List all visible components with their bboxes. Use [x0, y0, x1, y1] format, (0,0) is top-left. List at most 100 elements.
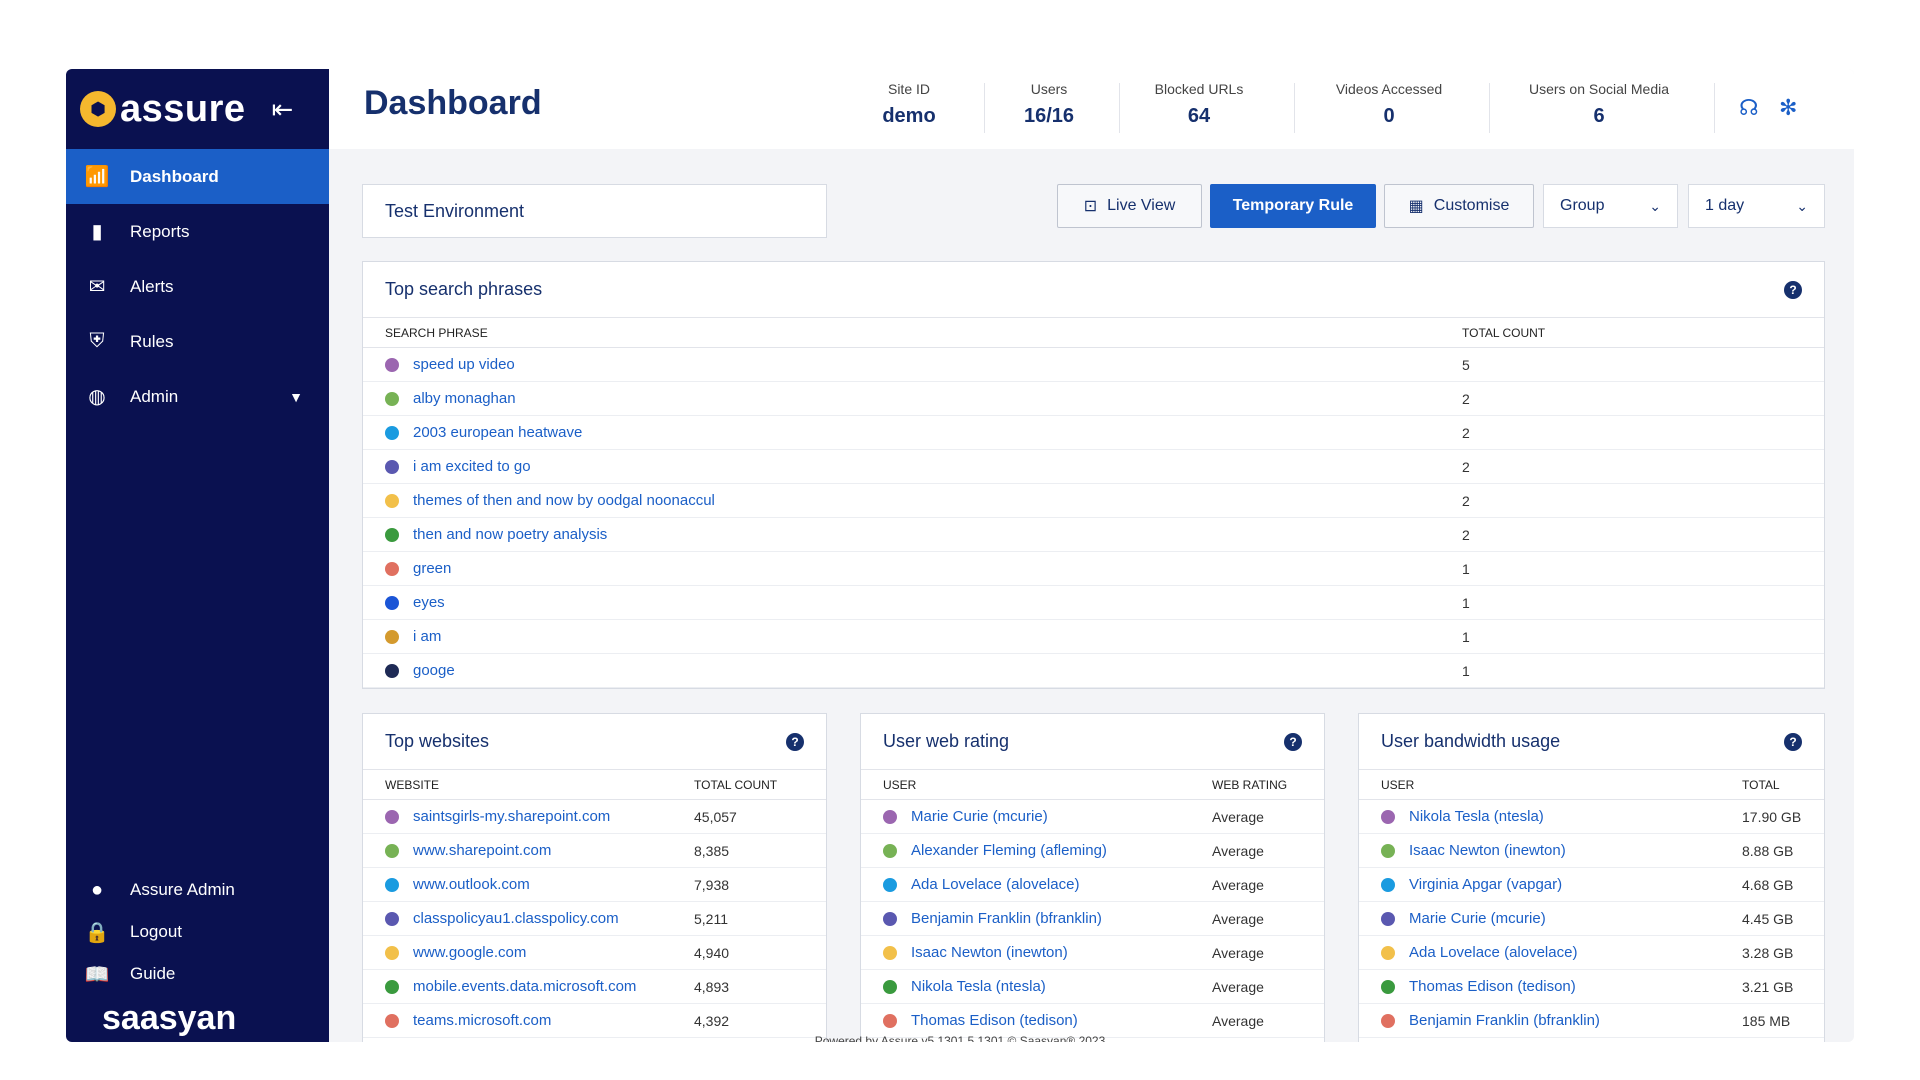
table-header: USER WEB RATING: [861, 770, 1324, 800]
row-link[interactable]: Ada Lovelace (alovelace): [911, 876, 1080, 893]
row-link[interactable]: www.sharepoint.com: [413, 842, 552, 859]
table-row: Marie Curie (mcurie) Average: [861, 800, 1324, 834]
row-link[interactable]: speed up video: [413, 356, 515, 373]
live-view-button[interactable]: ⊡ Live View: [1057, 184, 1202, 228]
help-icon[interactable]: ?: [1284, 732, 1302, 751]
row-link[interactable]: eyes: [413, 594, 445, 611]
divider: [1119, 83, 1120, 133]
help-icon[interactable]: ?: [1784, 280, 1802, 299]
color-dot: [385, 843, 399, 858]
row-link[interactable]: mobile.events.data.microsoft.com: [413, 978, 637, 995]
color-dot: [385, 595, 399, 610]
customise-button[interactable]: ▦ Customise: [1384, 184, 1534, 228]
table-row: www.sharepoint.com 8,385: [363, 834, 826, 868]
table-row: classpolicyau1.classpolicy.com 5,211: [363, 902, 826, 936]
row-link[interactable]: saintsgirls-my.sharepoint.com: [413, 808, 611, 825]
nav-item-guide[interactable]: 📖 Guide: [66, 953, 329, 995]
help-icon[interactable]: ?: [1784, 732, 1802, 751]
nav-item-rules[interactable]: ⛨ Rules: [66, 314, 329, 369]
row-value: 185 MB: [1742, 1012, 1791, 1029]
nav-item-alerts[interactable]: ✉ Alerts: [66, 259, 329, 314]
row-link[interactable]: i am excited to go: [413, 458, 531, 475]
collapse-sidebar-icon[interactable]: ⇤: [271, 93, 294, 124]
row-link[interactable]: green: [413, 560, 452, 577]
color-dot: [1381, 877, 1395, 892]
help-icon[interactable]: ?: [786, 732, 804, 751]
nav-label: Rules: [130, 331, 174, 351]
customise-icon: ▦: [1408, 198, 1424, 215]
table-row: Isaac Newton (inewton) 8.88 GB: [1359, 834, 1824, 868]
nav-item-logout[interactable]: 🔒 Logout: [66, 911, 329, 953]
row-link[interactable]: alby monaghan: [413, 390, 516, 407]
temporary-rule-button[interactable]: Temporary Rule: [1210, 184, 1376, 228]
table-row: teams.microsoft.com 4,392: [363, 1004, 826, 1038]
panel-title-text: Top websites: [385, 731, 490, 751]
divider: [1294, 83, 1295, 133]
row-link[interactable]: i am: [413, 628, 442, 645]
stat-value: 0: [1383, 105, 1395, 127]
row-link[interactable]: teams.microsoft.com: [413, 1012, 552, 1029]
row-link[interactable]: Marie Curie (mcurie): [911, 808, 1048, 825]
row-value: Average: [1212, 876, 1264, 893]
row-link[interactable]: www.outlook.com: [413, 876, 530, 893]
row-value: Average: [1212, 808, 1264, 825]
top-websites-panel: Top websites ? WEBSITE TOTAL COUNT saint…: [362, 713, 827, 1042]
chevron-down-icon: ⌄: [1796, 197, 1808, 214]
top-search-phrases-panel: Top search phrases ? SEARCH PHRASE TOTAL…: [362, 261, 1825, 689]
stat-videos-accessed: Videos Accessed 0: [1309, 81, 1469, 128]
row-link[interactable]: Nikola Tesla (ntesla): [1409, 808, 1544, 825]
sidebar: ⬢ assure ⇤ 📶 Dashboard ▮ Reports ✉ Alert…: [66, 69, 329, 1042]
support-headset-icon[interactable]: ☊: [1739, 95, 1759, 120]
row-link[interactable]: Ada Lovelace (alovelace): [1409, 944, 1578, 961]
user-web-rating-panel: User web rating ? USER WEB RATING Marie …: [860, 713, 1325, 1042]
table-row: Thomas Edison (tedison) Average: [861, 1004, 1324, 1038]
row-link[interactable]: classpolicyau1.classpolicy.com: [413, 910, 619, 927]
row-value: Average: [1212, 978, 1264, 995]
row-link[interactable]: Marie Curie (mcurie): [1409, 910, 1546, 927]
nav-item-admin[interactable]: ◍ Admin ▼: [66, 369, 329, 424]
row-link[interactable]: Isaac Newton (inewton): [911, 944, 1068, 961]
nav-label: Guide: [130, 964, 176, 983]
nav-item-dashboard[interactable]: 📶 Dashboard: [66, 149, 329, 204]
color-dot: [1381, 945, 1395, 960]
panel-title: Top websites ?: [363, 714, 826, 770]
row-link[interactable]: Alexander Fleming (afleming): [911, 842, 1107, 859]
row-link[interactable]: 2003 european heatwave: [413, 424, 583, 441]
row-value: 1: [1462, 662, 1470, 679]
globe-icon: ◍: [88, 386, 106, 408]
row-link[interactable]: Thomas Edison (tedison): [1409, 978, 1576, 995]
panel-title-text: Top search phrases: [385, 279, 543, 299]
row-link[interactable]: themes of then and now by oodgal noonacc…: [413, 492, 715, 509]
color-dot: [385, 663, 399, 678]
chevron-down-icon: ⌄: [1649, 197, 1661, 214]
color-dot: [1381, 979, 1395, 994]
divider: [984, 83, 985, 133]
column-header-b: WEB RATING: [1212, 777, 1288, 792]
nav-item-reports[interactable]: ▮ Reports: [66, 204, 329, 259]
bug-report-icon[interactable]: ✻: [1779, 95, 1798, 120]
row-link[interactable]: Benjamin Franklin (bfranklin): [1409, 1012, 1600, 1029]
row-value: 4,940: [694, 944, 730, 961]
nav-label: Alerts: [130, 276, 174, 296]
table-header: WEBSITE TOTAL COUNT: [363, 770, 826, 800]
row-link[interactable]: www.google.com: [413, 944, 527, 961]
row-value: 1: [1462, 594, 1470, 611]
color-dot: [883, 877, 897, 892]
row-link[interactable]: googe: [413, 662, 455, 679]
row-link[interactable]: Virginia Apgar (vapgar): [1409, 876, 1563, 893]
row-value: 1: [1462, 560, 1470, 577]
row-link[interactable]: then and now poetry analysis: [413, 526, 608, 543]
table-row: then and now poetry analysis 2: [363, 518, 1824, 552]
range-select[interactable]: 1 day ⌄: [1688, 184, 1825, 228]
stat-label: Users on Social Media: [1528, 81, 1670, 97]
nav-item-assure-admin[interactable]: ● Assure Admin: [66, 869, 329, 911]
row-link[interactable]: Isaac Newton (inewton): [1409, 842, 1566, 859]
color-dot: [883, 843, 897, 858]
header: Dashboard Site ID demo Users 16/16 Block…: [329, 69, 1854, 149]
group-select[interactable]: Group ⌄: [1543, 184, 1678, 228]
color-dot: [385, 979, 399, 994]
row-link[interactable]: Nikola Tesla (ntesla): [911, 978, 1046, 995]
row-link[interactable]: Benjamin Franklin (bfranklin): [911, 910, 1102, 927]
table-header: USER TOTAL: [1359, 770, 1824, 800]
row-link[interactable]: Thomas Edison (tedison): [911, 1012, 1078, 1029]
